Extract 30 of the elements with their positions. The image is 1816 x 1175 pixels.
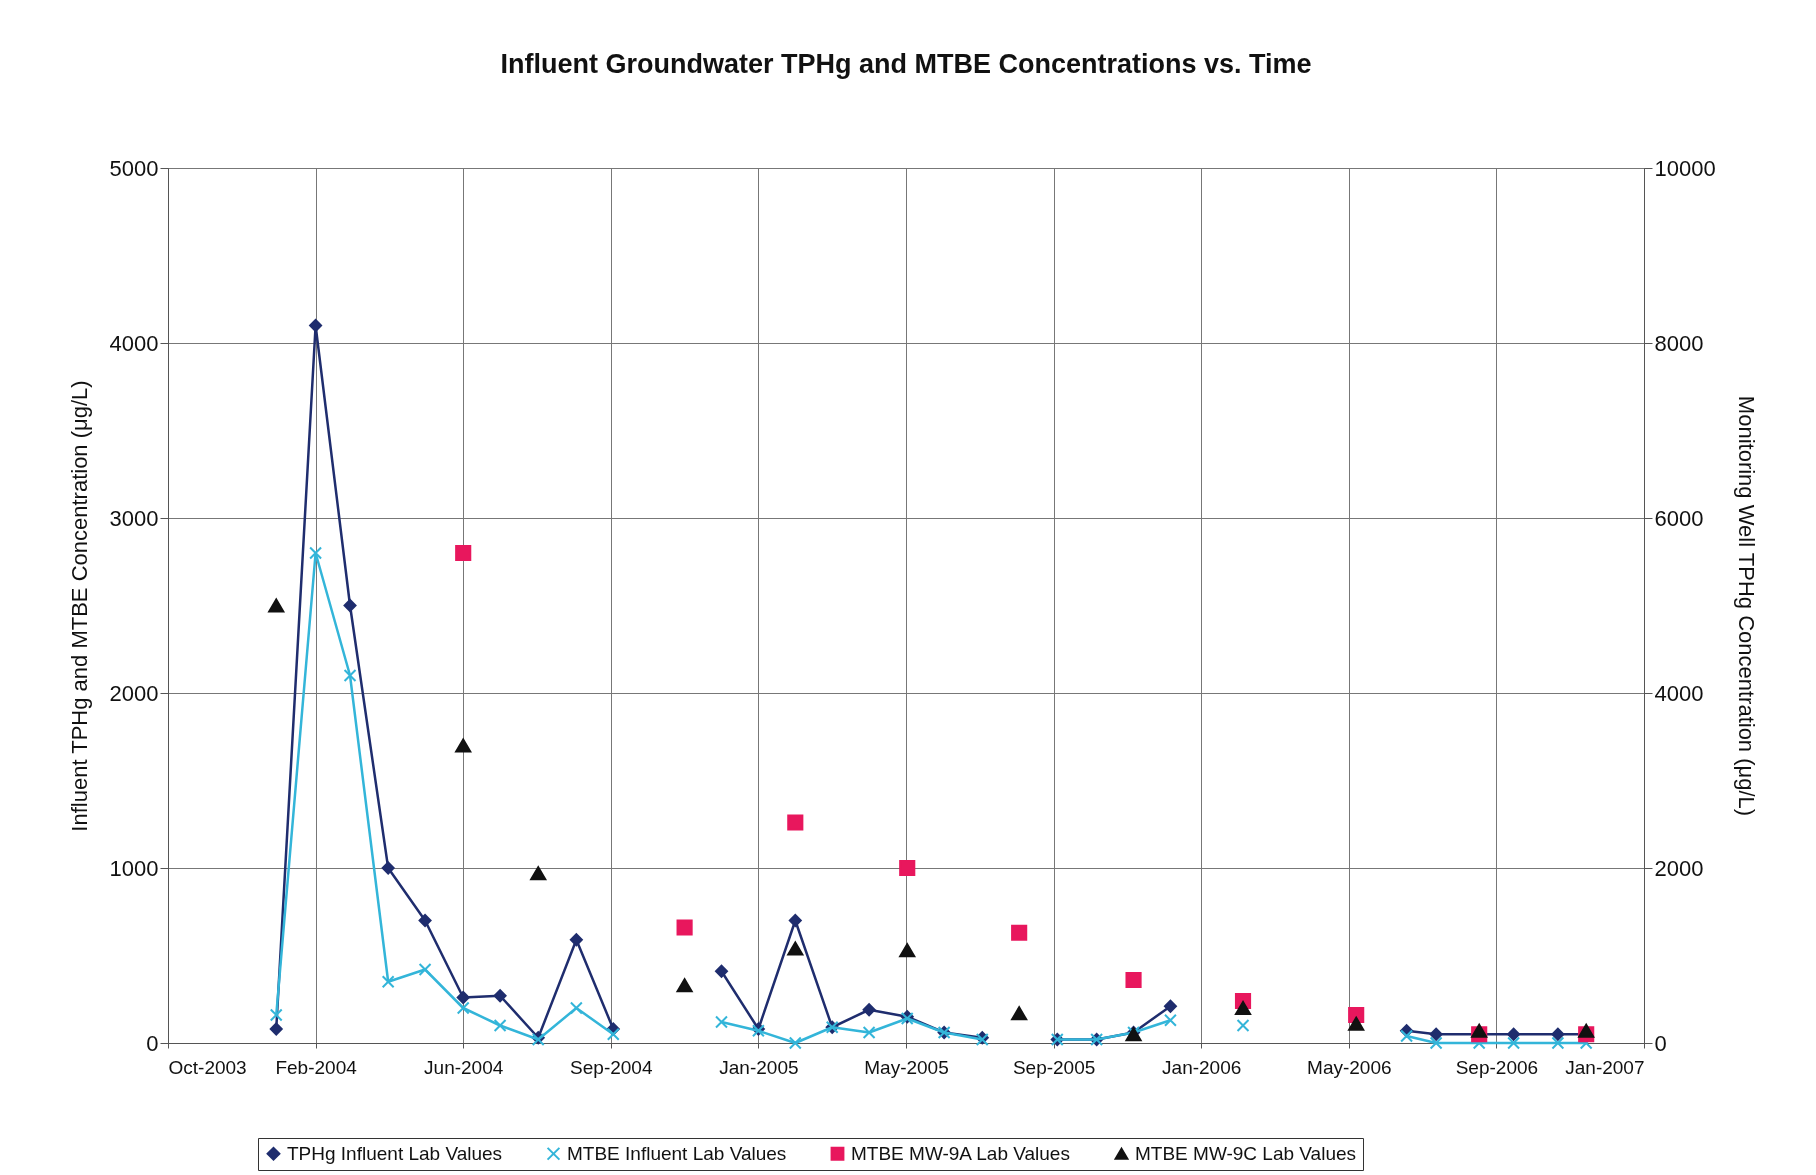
y2-axis-title: Monitoring Well TPHg Concentration (μg/L) xyxy=(1733,395,1759,817)
y-tick-label: 5000 xyxy=(109,155,159,181)
x-tick-label: May-2006 xyxy=(1307,1056,1392,1078)
x-tick-label: Feb-2004 xyxy=(275,1056,358,1078)
y2-tick-label: 6000 xyxy=(1654,505,1704,531)
x-tick-label: Sep-2005 xyxy=(1012,1056,1096,1078)
legend-label: TPHg Influent Lab Values xyxy=(287,1142,503,1164)
y-tick-label: 3000 xyxy=(109,505,159,531)
x-tick-label: Jun-2004 xyxy=(424,1056,504,1078)
x-tick-label: Jan-2005 xyxy=(719,1056,799,1078)
y-axis-title: Influent TPHg and MTBE Concentration (μg/L) xyxy=(66,380,92,832)
y-tick-label: 4000 xyxy=(109,330,159,356)
y-tick-label: 2000 xyxy=(109,680,159,706)
y2-tick-label: 8000 xyxy=(1654,330,1704,356)
y2-tick-label: 10000 xyxy=(1654,155,1716,181)
x-tick-label: Sep-2006 xyxy=(1455,1056,1539,1078)
y2-tick-label: 0 xyxy=(1654,1030,1667,1056)
y-tick-label: 1000 xyxy=(109,855,159,881)
chart-title: Influent Groundwater TPHg and MTBE Concentrations vs. Time xyxy=(500,49,1312,79)
x-tick-label: Jan-2006 xyxy=(1162,1056,1242,1078)
x-tick-label: Oct-2003 xyxy=(168,1056,247,1078)
y2-tick-label: 2000 xyxy=(1654,855,1704,881)
legend-label: MTBE Influent Lab Values xyxy=(567,1142,787,1164)
y2-tick-label: 4000 xyxy=(1654,680,1704,706)
legend-label: MTBE MW-9A Lab Values xyxy=(851,1142,1070,1164)
x-tick-label: Sep-2004 xyxy=(570,1056,653,1078)
x-tick-label: Jan-2007 xyxy=(1565,1056,1645,1078)
legend-label: MTBE MW-9C Lab Values xyxy=(1135,1142,1357,1164)
x-tick-label: May-2005 xyxy=(864,1056,949,1078)
y-tick-label: 0 xyxy=(146,1030,159,1056)
